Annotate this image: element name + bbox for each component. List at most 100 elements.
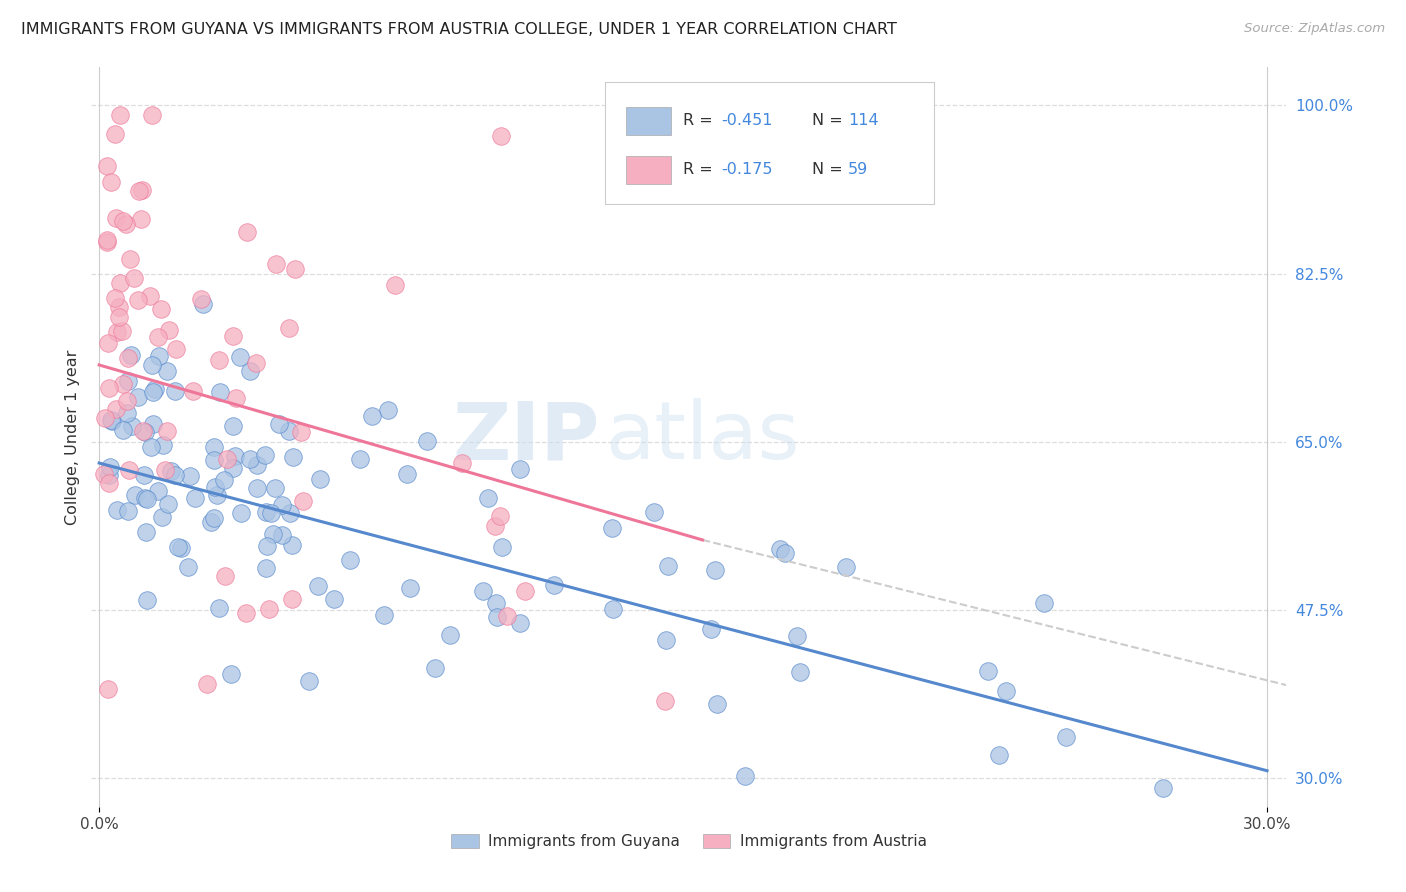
Point xyxy=(264,481,287,495)
Point xyxy=(977,665,1000,679)
Point xyxy=(245,356,267,370)
Point xyxy=(439,628,461,642)
Point xyxy=(339,553,361,567)
Point xyxy=(491,540,513,554)
Point xyxy=(298,673,321,688)
Point xyxy=(262,526,284,541)
Point xyxy=(152,438,174,452)
Point xyxy=(190,292,212,306)
Point xyxy=(485,609,508,624)
Point xyxy=(143,382,166,396)
Point xyxy=(97,468,120,483)
Point xyxy=(135,592,157,607)
Point xyxy=(472,583,495,598)
Point xyxy=(96,159,118,173)
Point xyxy=(349,451,371,466)
Point xyxy=(104,291,127,305)
Point xyxy=(260,506,283,520)
Point xyxy=(654,693,676,707)
Point xyxy=(100,413,122,427)
Point xyxy=(204,480,226,494)
Point xyxy=(246,458,269,472)
Point xyxy=(148,349,170,363)
Point xyxy=(224,449,246,463)
Point xyxy=(257,602,280,616)
Point xyxy=(96,235,118,250)
Text: R =: R = xyxy=(683,161,718,177)
Point xyxy=(139,440,162,454)
Point xyxy=(484,519,506,533)
Point xyxy=(166,343,188,357)
Point xyxy=(107,310,129,324)
Point xyxy=(225,392,247,406)
Point xyxy=(509,462,531,476)
Point xyxy=(202,452,225,467)
Point xyxy=(117,504,139,518)
Point xyxy=(150,509,173,524)
Point xyxy=(485,596,508,610)
Text: 59: 59 xyxy=(848,161,868,177)
Point xyxy=(308,472,330,486)
Text: -0.175: -0.175 xyxy=(721,161,773,177)
Point xyxy=(214,568,236,582)
Point xyxy=(235,606,257,620)
Point xyxy=(284,261,307,276)
Point xyxy=(132,467,155,482)
Point xyxy=(131,183,153,197)
Point xyxy=(163,384,186,399)
Point xyxy=(254,506,277,520)
Point xyxy=(988,747,1011,762)
Point xyxy=(138,288,160,302)
Point xyxy=(208,601,231,615)
Bar xyxy=(626,107,671,135)
Point xyxy=(176,559,198,574)
Point xyxy=(361,409,384,424)
Point xyxy=(108,276,131,290)
Point xyxy=(167,540,190,554)
Point xyxy=(117,375,139,389)
Point xyxy=(643,505,665,519)
Point xyxy=(509,615,531,630)
Point xyxy=(384,278,406,293)
Point xyxy=(307,579,329,593)
Point xyxy=(655,632,678,647)
Point xyxy=(543,578,565,592)
Point xyxy=(148,329,170,343)
Point xyxy=(395,467,418,481)
Point xyxy=(477,491,499,506)
Point xyxy=(277,321,299,335)
Point xyxy=(135,524,157,539)
Point xyxy=(94,411,117,425)
Point xyxy=(93,467,115,481)
Point xyxy=(278,506,301,520)
Point xyxy=(222,329,245,343)
Point xyxy=(205,487,228,501)
Point xyxy=(271,499,294,513)
Point xyxy=(117,463,139,477)
Point xyxy=(129,212,152,227)
Point xyxy=(110,324,132,338)
Point xyxy=(323,591,346,606)
Point xyxy=(108,108,131,122)
Point xyxy=(1032,596,1054,610)
Point xyxy=(281,538,304,552)
Point xyxy=(142,417,165,431)
Point xyxy=(149,302,172,317)
Point xyxy=(104,402,127,417)
Point xyxy=(184,491,207,505)
Point xyxy=(786,629,808,643)
Point xyxy=(245,482,267,496)
Point xyxy=(789,665,811,679)
Point xyxy=(128,184,150,198)
Point xyxy=(703,563,725,577)
FancyBboxPatch shape xyxy=(605,82,934,204)
Point xyxy=(112,377,135,392)
Point xyxy=(98,475,121,490)
Point xyxy=(153,463,176,477)
Point xyxy=(602,602,624,616)
Point xyxy=(734,769,756,783)
Text: N =: N = xyxy=(813,161,848,177)
Point xyxy=(97,336,120,351)
Point xyxy=(254,560,277,574)
Point xyxy=(200,516,222,530)
